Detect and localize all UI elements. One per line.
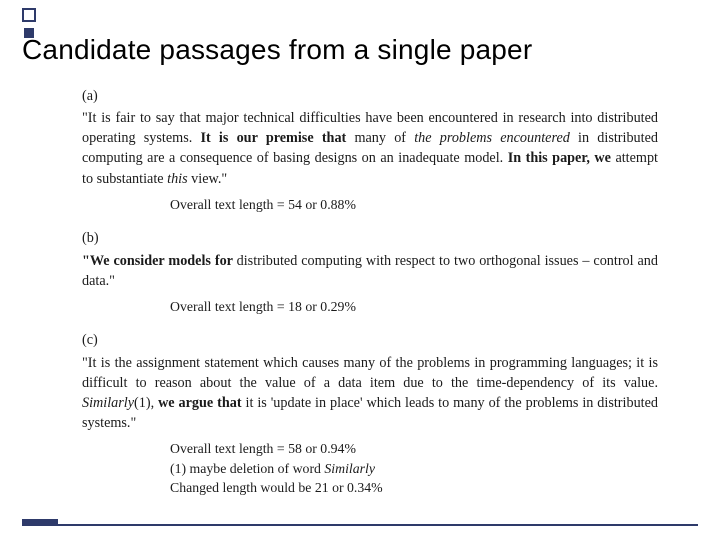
text-segment: view." (191, 171, 227, 187)
passage-b-caption: Overall text length = 18 or 0.29% (170, 297, 658, 317)
text-segment: (1), (134, 395, 158, 411)
passage-c: (c) "It is the assignment statement whic… (82, 330, 658, 498)
passage-b: (b) "We consider models for distributed … (82, 228, 658, 316)
text-italic: Similarly (82, 395, 134, 411)
passage-c-label: (c) (82, 330, 658, 350)
page-title: Candidate passages from a single paper (22, 34, 532, 66)
text-segment: "It is the assignment statement which ca… (82, 355, 658, 391)
text-bold: we argue that (158, 395, 245, 411)
passage-c-caption-2: (1) maybe deletion of word Similarly (170, 459, 658, 479)
text-italic: this (167, 171, 191, 187)
text-bold: It is our premise that (200, 130, 354, 146)
passage-a-text: "It is fair to say that major technical … (82, 108, 658, 189)
bullet-square-outline (22, 8, 36, 22)
text-segment: (1) maybe deletion of word (170, 461, 324, 476)
passage-b-label: (b) (82, 228, 658, 248)
passage-c-caption-3: Changed length would be 21 or 0.34% (170, 478, 658, 498)
passage-a: (a) "It is fair to say that major techni… (82, 86, 658, 214)
text-italic: Similarly (324, 461, 375, 476)
footer-rule (22, 524, 698, 526)
passage-a-label: (a) (82, 86, 658, 106)
text-bold: In this paper, we (508, 150, 616, 166)
passage-a-caption: Overall text length = 54 or 0.88% (170, 195, 658, 215)
content-area: (a) "It is fair to say that major techni… (82, 86, 658, 512)
passage-b-text: "We consider models for distributed comp… (82, 251, 658, 291)
text-segment: many of (354, 130, 414, 146)
passage-c-caption-1: Overall text length = 58 or 0.94% (170, 439, 658, 459)
text-italic: the problems encountered (414, 130, 578, 146)
text-bold: "We consider models for (82, 253, 237, 269)
passage-c-text: "It is the assignment statement which ca… (82, 353, 658, 434)
